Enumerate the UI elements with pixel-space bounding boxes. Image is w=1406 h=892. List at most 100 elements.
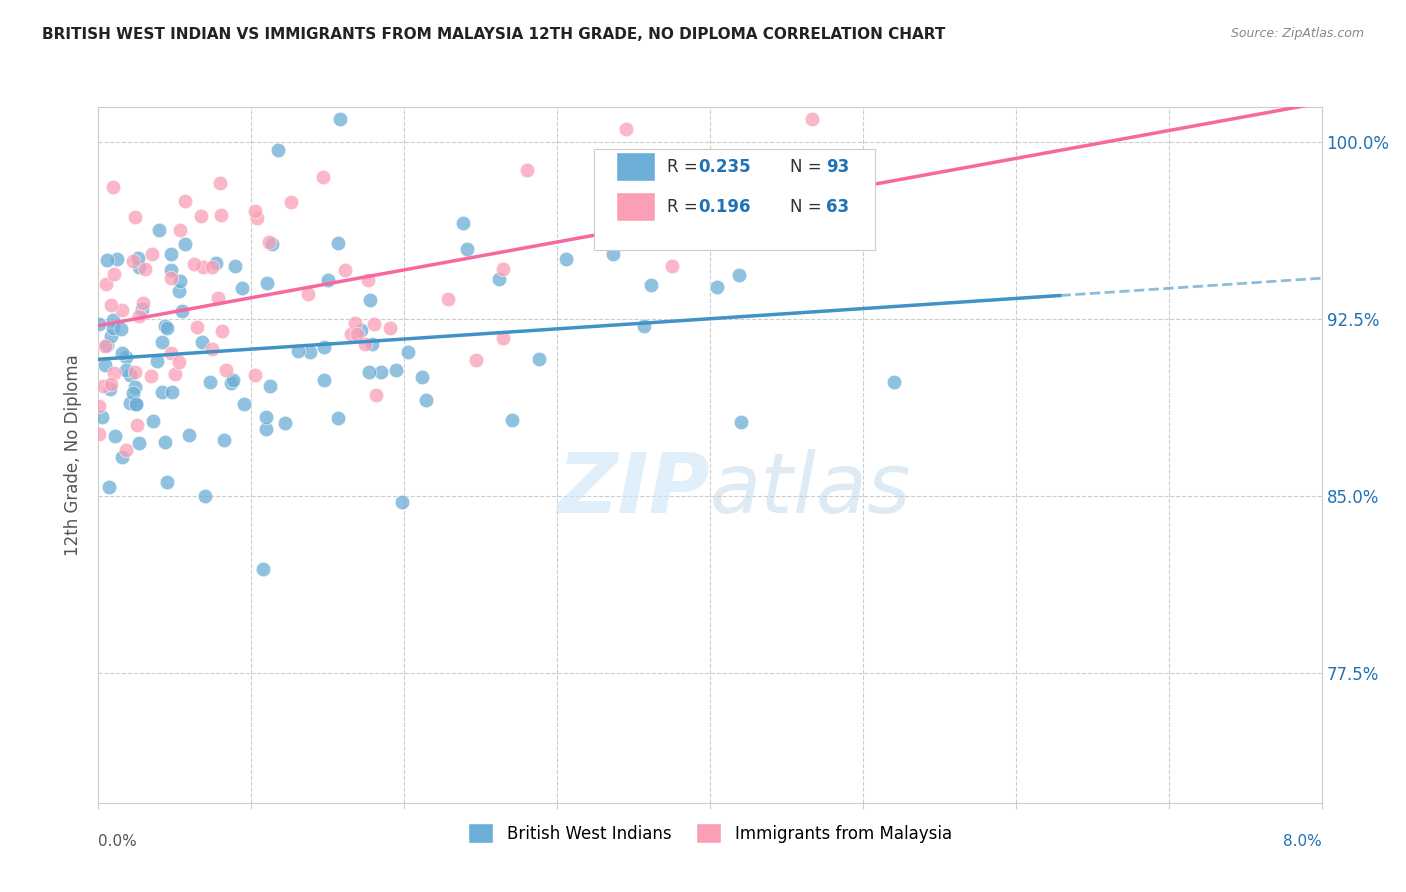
Point (128, 310, 150, 324)
Point (103, 367, 125, 381)
Point (125, 397, 148, 411)
Text: N =: N = (790, 197, 827, 216)
Point (96, 338, 118, 352)
Point (172, 303, 194, 318)
Legend: British West Indians, Immigrants from Malaysia: British West Indians, Immigrants from Ma… (461, 816, 959, 850)
Point (465, 353, 488, 368)
Point (312, 170, 335, 185)
Point (91, 379, 114, 393)
Point (100, 382, 122, 396)
Text: 0.0%: 0.0% (98, 834, 138, 849)
Point (132, 295, 155, 310)
Point (361, 336, 384, 351)
Point (384, 363, 406, 377)
Point (501, 413, 523, 427)
Point (122, 253, 145, 268)
Point (194, 489, 217, 503)
Point (356, 273, 378, 287)
Point (254, 410, 277, 425)
Point (222, 373, 245, 387)
Point (329, 112, 352, 126)
Point (640, 277, 662, 292)
Point (411, 370, 433, 384)
Point (259, 379, 281, 393)
Point (115, 363, 138, 377)
Point (312, 373, 335, 387)
Point (350, 323, 373, 337)
Point (256, 276, 278, 290)
Point (492, 262, 515, 277)
Point (359, 365, 381, 379)
Point (266, 143, 288, 157)
Point (104, 429, 127, 443)
Point (169, 284, 191, 298)
Point (142, 414, 165, 428)
Point (160, 271, 183, 285)
Point (391, 495, 413, 509)
Point (415, 393, 437, 408)
Point (121, 386, 143, 401)
Point (89, 399, 111, 413)
Point (115, 442, 138, 457)
Point (94, 358, 117, 372)
Point (150, 334, 173, 349)
Point (297, 287, 319, 301)
Point (728, 268, 751, 282)
Point (128, 260, 150, 275)
Text: atlas: atlas (710, 450, 911, 530)
Text: N =: N = (790, 158, 827, 176)
Point (186, 319, 208, 334)
Point (370, 365, 392, 379)
Point (134, 261, 156, 276)
Text: Source: ZipAtlas.com: Source: ZipAtlas.com (1230, 27, 1364, 40)
Point (491, 330, 513, 344)
Point (232, 397, 254, 411)
Point (252, 561, 274, 575)
Point (328, 235, 350, 250)
Point (316, 273, 339, 287)
Point (89, 317, 111, 331)
Point (98, 480, 121, 494)
Point (127, 252, 149, 266)
Point (219, 376, 242, 390)
Point (706, 280, 728, 294)
Point (177, 427, 200, 442)
Point (366, 388, 388, 402)
Point (167, 355, 190, 369)
Point (94, 339, 117, 353)
Point (190, 209, 212, 223)
Point (91, 409, 114, 424)
Text: BRITISH WEST INDIAN VS IMMIGRANTS FROM MALAYSIA 12TH GRADE, NO DIPLOMA CORRELATI: BRITISH WEST INDIAN VS IMMIGRANTS FROM M… (42, 27, 946, 42)
Point (105, 252, 128, 267)
Point (198, 375, 221, 389)
Point (128, 435, 150, 450)
Point (124, 397, 146, 411)
Point (314, 340, 336, 354)
Point (100, 298, 122, 312)
Text: 0.235: 0.235 (697, 158, 751, 176)
Point (515, 163, 537, 178)
Point (437, 292, 460, 306)
Point (212, 433, 235, 447)
Point (201, 342, 224, 356)
Point (111, 450, 134, 465)
Point (118, 395, 141, 409)
Point (346, 327, 368, 342)
Point (100, 376, 122, 391)
Point (456, 242, 478, 256)
Point (124, 210, 146, 224)
Point (111, 303, 134, 318)
Point (453, 217, 475, 231)
Point (359, 293, 381, 308)
Point (131, 302, 153, 317)
Point (110, 322, 132, 336)
Point (224, 259, 246, 273)
Text: 93: 93 (827, 158, 849, 176)
Point (125, 418, 148, 433)
Point (883, 376, 905, 390)
Point (333, 262, 356, 277)
Point (204, 256, 226, 270)
Point (257, 235, 280, 250)
Point (215, 362, 238, 376)
Point (730, 415, 752, 429)
